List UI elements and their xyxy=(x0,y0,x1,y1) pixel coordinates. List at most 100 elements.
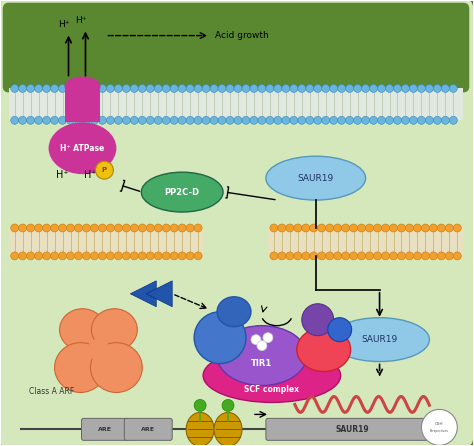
Circle shape xyxy=(234,84,242,92)
Circle shape xyxy=(294,224,302,232)
Circle shape xyxy=(390,224,398,232)
Circle shape xyxy=(194,84,202,92)
Circle shape xyxy=(310,252,318,260)
Text: H⁺: H⁺ xyxy=(58,20,69,29)
Circle shape xyxy=(170,84,178,92)
Circle shape xyxy=(178,252,186,260)
Polygon shape xyxy=(130,281,156,307)
Circle shape xyxy=(27,116,35,124)
Circle shape xyxy=(122,224,130,232)
Circle shape xyxy=(322,84,330,92)
Circle shape xyxy=(186,252,194,260)
Circle shape xyxy=(306,116,314,124)
Circle shape xyxy=(425,84,433,92)
Circle shape xyxy=(91,84,99,92)
Circle shape xyxy=(421,224,429,232)
Bar xyxy=(9,88,463,120)
Ellipse shape xyxy=(214,413,242,446)
Circle shape xyxy=(362,84,370,92)
Text: H⁺: H⁺ xyxy=(56,170,69,180)
Circle shape xyxy=(270,252,278,260)
Circle shape xyxy=(162,224,170,232)
Circle shape xyxy=(258,84,266,92)
Circle shape xyxy=(74,84,82,92)
Circle shape xyxy=(122,84,130,92)
Circle shape xyxy=(106,84,114,92)
Circle shape xyxy=(106,116,114,124)
Circle shape xyxy=(99,116,106,124)
Ellipse shape xyxy=(60,309,105,351)
Ellipse shape xyxy=(330,318,429,362)
Circle shape xyxy=(66,116,74,124)
Circle shape xyxy=(11,116,18,124)
Circle shape xyxy=(194,224,202,232)
Circle shape xyxy=(286,252,294,260)
Text: SCF complex: SCF complex xyxy=(245,385,300,394)
Circle shape xyxy=(286,224,294,232)
Ellipse shape xyxy=(217,297,251,326)
Circle shape xyxy=(138,116,146,124)
Circle shape xyxy=(365,224,374,232)
Circle shape xyxy=(59,252,66,260)
Circle shape xyxy=(210,84,218,92)
Circle shape xyxy=(354,116,362,124)
FancyBboxPatch shape xyxy=(3,3,469,92)
Text: TIR1: TIR1 xyxy=(251,359,273,368)
Circle shape xyxy=(82,252,91,260)
Circle shape xyxy=(274,84,282,92)
Circle shape xyxy=(346,116,354,124)
Circle shape xyxy=(218,116,226,124)
Circle shape xyxy=(334,224,342,232)
Circle shape xyxy=(11,252,18,260)
Ellipse shape xyxy=(55,343,106,392)
Circle shape xyxy=(122,116,130,124)
Circle shape xyxy=(274,116,282,124)
Ellipse shape xyxy=(186,413,214,446)
Circle shape xyxy=(99,224,106,232)
Circle shape xyxy=(328,318,352,342)
Circle shape xyxy=(106,224,114,232)
Ellipse shape xyxy=(141,172,223,212)
Circle shape xyxy=(91,252,99,260)
Circle shape xyxy=(429,252,438,260)
Circle shape xyxy=(421,409,457,445)
FancyBboxPatch shape xyxy=(82,418,129,440)
Text: ARE: ARE xyxy=(141,427,155,432)
Circle shape xyxy=(170,116,178,124)
Circle shape xyxy=(306,84,314,92)
Circle shape xyxy=(114,116,122,124)
Ellipse shape xyxy=(91,309,137,351)
Circle shape xyxy=(290,84,298,92)
Ellipse shape xyxy=(88,339,109,360)
Circle shape xyxy=(357,252,365,260)
Circle shape xyxy=(314,116,322,124)
Circle shape xyxy=(114,224,122,232)
Circle shape xyxy=(74,224,82,232)
Circle shape xyxy=(350,224,357,232)
Circle shape xyxy=(202,84,210,92)
Text: SAUR19: SAUR19 xyxy=(298,173,334,183)
Circle shape xyxy=(11,224,18,232)
Circle shape xyxy=(194,116,202,124)
Ellipse shape xyxy=(203,349,341,402)
Text: P: P xyxy=(102,167,107,173)
Ellipse shape xyxy=(266,156,365,200)
Ellipse shape xyxy=(297,328,351,372)
Text: H⁺ ATPase: H⁺ ATPase xyxy=(60,144,105,153)
Circle shape xyxy=(122,252,130,260)
Circle shape xyxy=(302,224,310,232)
FancyBboxPatch shape xyxy=(124,418,172,440)
Text: Perspectives: Perspectives xyxy=(430,429,449,434)
Circle shape xyxy=(154,224,162,232)
Circle shape xyxy=(35,252,43,260)
Circle shape xyxy=(146,84,154,92)
Circle shape xyxy=(362,116,370,124)
Circle shape xyxy=(330,84,337,92)
Circle shape xyxy=(350,252,357,260)
Circle shape xyxy=(178,84,186,92)
Text: CSH: CSH xyxy=(435,422,444,426)
Circle shape xyxy=(322,116,330,124)
Circle shape xyxy=(226,116,234,124)
Circle shape xyxy=(146,252,154,260)
Circle shape xyxy=(99,84,106,92)
